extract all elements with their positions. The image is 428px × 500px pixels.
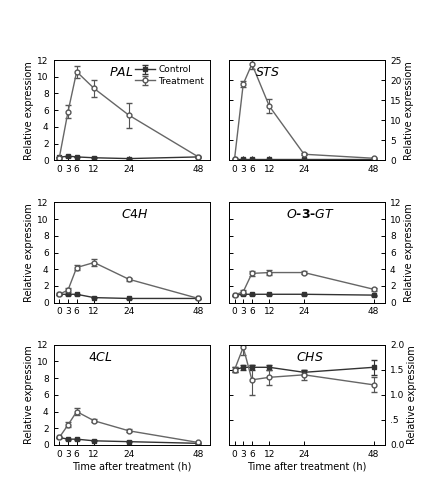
- X-axis label: Time after treatment (h): Time after treatment (h): [247, 462, 367, 471]
- Text: $\mathit{C4H}$: $\mathit{C4H}$: [121, 208, 149, 222]
- Text: $\mathit{PAL}$: $\mathit{PAL}$: [109, 66, 133, 79]
- Y-axis label: Relative expressiom: Relative expressiom: [404, 203, 414, 302]
- Y-axis label: Relative expressiom: Relative expressiom: [24, 61, 34, 160]
- Text: $\mathit{CHS}$: $\mathit{CHS}$: [296, 351, 324, 364]
- Legend: Control, Treatment: Control, Treatment: [134, 64, 205, 86]
- Y-axis label: Relative expressiom: Relative expressiom: [24, 203, 34, 302]
- Y-axis label: Relative expressiom: Relative expressiom: [404, 61, 414, 160]
- Y-axis label: Relative expressiom: Relative expressiom: [407, 346, 417, 444]
- X-axis label: Time after treatment (h): Time after treatment (h): [72, 462, 191, 471]
- Y-axis label: Relative expressiom: Relative expressiom: [24, 346, 34, 444]
- Text: $\mathit{4CL}$: $\mathit{4CL}$: [88, 351, 113, 364]
- Text: $\mathit{STS}$: $\mathit{STS}$: [256, 66, 280, 79]
- Text: $\mathit{O}$-3-$\mathit{GT}$: $\mathit{O}$-3-$\mathit{GT}$: [285, 208, 335, 222]
